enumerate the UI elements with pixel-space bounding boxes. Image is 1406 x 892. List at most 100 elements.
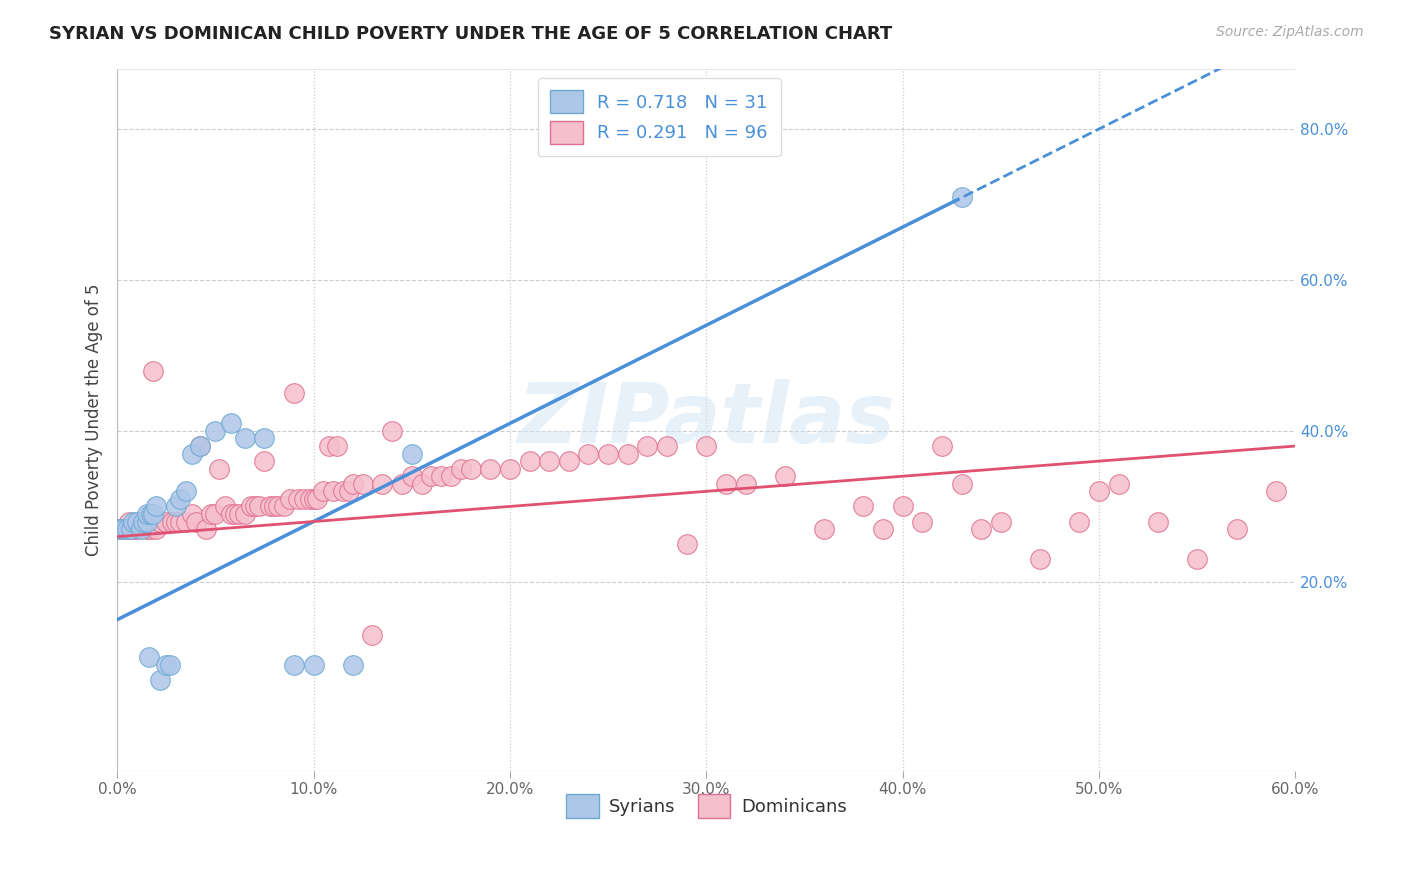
Point — [411, 476, 433, 491]
Point — [460, 461, 482, 475]
Point — [450, 461, 472, 475]
Point — [714, 476, 737, 491]
Point — [326, 439, 349, 453]
Point — [283, 386, 305, 401]
Point — [342, 658, 364, 673]
Point — [263, 500, 285, 514]
Point — [578, 447, 600, 461]
Point — [332, 484, 354, 499]
Point — [233, 432, 256, 446]
Point — [155, 515, 177, 529]
Point — [174, 484, 197, 499]
Point — [135, 507, 157, 521]
Point — [312, 484, 335, 499]
Point — [852, 500, 875, 514]
Point — [655, 439, 678, 453]
Point — [204, 424, 226, 438]
Point — [180, 507, 202, 521]
Text: ZIPatlas: ZIPatlas — [517, 379, 896, 460]
Point — [180, 447, 202, 461]
Point — [169, 515, 191, 529]
Point — [337, 484, 360, 499]
Point — [298, 491, 321, 506]
Point — [132, 515, 155, 529]
Point — [1029, 552, 1052, 566]
Point — [141, 363, 163, 377]
Point — [135, 515, 157, 529]
Point — [278, 491, 301, 506]
Point — [950, 476, 973, 491]
Point — [208, 461, 231, 475]
Point — [139, 507, 162, 521]
Point — [287, 491, 309, 506]
Point — [141, 507, 163, 521]
Text: Source: ZipAtlas.com: Source: ZipAtlas.com — [1216, 25, 1364, 39]
Point — [931, 439, 953, 453]
Point — [322, 484, 344, 499]
Point — [401, 447, 423, 461]
Point — [138, 650, 160, 665]
Point — [135, 522, 157, 536]
Point — [695, 439, 717, 453]
Point — [420, 469, 443, 483]
Point — [598, 447, 620, 461]
Point — [558, 454, 581, 468]
Point — [1225, 522, 1247, 536]
Legend: Syrians, Dominicans: Syrians, Dominicans — [558, 788, 853, 825]
Point — [970, 522, 993, 536]
Point — [115, 522, 138, 536]
Point — [1069, 515, 1091, 529]
Point — [391, 476, 413, 491]
Point — [200, 507, 222, 521]
Point — [950, 190, 973, 204]
Point — [129, 515, 152, 529]
Point — [352, 476, 374, 491]
Point — [675, 537, 697, 551]
Point — [519, 454, 541, 468]
Point — [184, 515, 207, 529]
Point — [108, 522, 131, 536]
Point — [371, 476, 394, 491]
Point — [120, 522, 142, 536]
Point — [160, 515, 183, 529]
Point — [159, 658, 181, 673]
Point — [120, 522, 142, 536]
Point — [204, 507, 226, 521]
Point — [616, 447, 638, 461]
Point — [165, 515, 187, 529]
Point — [1264, 484, 1286, 499]
Point — [233, 507, 256, 521]
Point — [188, 439, 211, 453]
Point — [538, 454, 561, 468]
Point — [122, 522, 145, 536]
Point — [145, 522, 167, 536]
Point — [239, 500, 262, 514]
Point — [990, 515, 1012, 529]
Point — [243, 500, 266, 514]
Point — [129, 522, 152, 536]
Point — [108, 522, 131, 536]
Point — [194, 522, 217, 536]
Point — [381, 424, 404, 438]
Point — [1147, 515, 1170, 529]
Point — [259, 500, 281, 514]
Point — [302, 491, 325, 506]
Point — [1108, 476, 1130, 491]
Point — [342, 476, 364, 491]
Point — [169, 491, 191, 506]
Point — [115, 522, 138, 536]
Point — [636, 439, 658, 453]
Point — [149, 673, 172, 687]
Point — [228, 507, 250, 521]
Point — [214, 500, 236, 514]
Point — [307, 491, 329, 506]
Point — [267, 500, 290, 514]
Point — [118, 515, 141, 529]
Point — [911, 515, 934, 529]
Point — [145, 500, 167, 514]
Point — [125, 522, 148, 536]
Text: SYRIAN VS DOMINICAN CHILD POVERTY UNDER THE AGE OF 5 CORRELATION CHART: SYRIAN VS DOMINICAN CHILD POVERTY UNDER … — [49, 25, 893, 43]
Point — [318, 439, 340, 453]
Point — [1088, 484, 1111, 499]
Point — [302, 658, 325, 673]
